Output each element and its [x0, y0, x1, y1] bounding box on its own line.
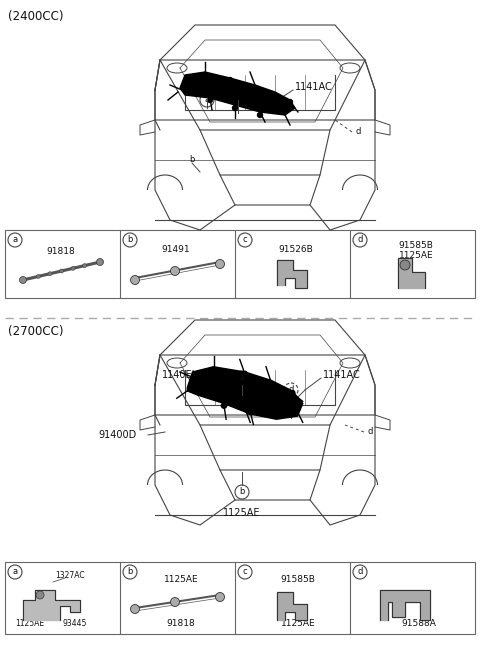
Circle shape — [400, 260, 410, 270]
Circle shape — [48, 272, 52, 275]
Polygon shape — [380, 590, 430, 620]
Text: 1125AE: 1125AE — [281, 619, 315, 629]
Text: b: b — [240, 487, 245, 496]
Circle shape — [20, 277, 26, 284]
Text: 1141AC: 1141AC — [323, 370, 361, 380]
Text: 1125AE: 1125AE — [164, 575, 198, 584]
Circle shape — [131, 605, 140, 614]
Polygon shape — [277, 260, 307, 288]
Text: a: a — [12, 235, 18, 244]
Text: b: b — [127, 568, 132, 577]
Text: a: a — [240, 373, 245, 382]
Circle shape — [257, 113, 263, 117]
Text: 91585B: 91585B — [281, 575, 315, 584]
Text: 1125AE: 1125AE — [223, 508, 261, 518]
Circle shape — [170, 266, 180, 275]
Text: c: c — [241, 95, 246, 104]
Circle shape — [288, 100, 292, 104]
Circle shape — [216, 259, 225, 268]
Circle shape — [207, 97, 213, 102]
Circle shape — [228, 78, 232, 82]
Text: (2400CC): (2400CC) — [8, 10, 63, 23]
Circle shape — [36, 274, 40, 279]
Text: a: a — [204, 95, 210, 104]
Text: 1141AC: 1141AC — [295, 82, 333, 92]
Circle shape — [131, 275, 140, 284]
Polygon shape — [398, 258, 425, 288]
Text: d: d — [357, 568, 363, 577]
Bar — [5, 562, 475, 634]
Text: 1125AE: 1125AE — [15, 619, 45, 629]
Text: c: c — [243, 568, 247, 577]
Circle shape — [60, 269, 63, 273]
Circle shape — [269, 382, 274, 388]
Text: d: d — [357, 235, 363, 244]
Circle shape — [232, 106, 238, 111]
Circle shape — [221, 403, 227, 408]
Text: 91585B: 91585B — [398, 242, 433, 251]
Text: 91818: 91818 — [47, 248, 75, 257]
Circle shape — [36, 591, 44, 599]
Circle shape — [289, 390, 295, 396]
Text: 91588A: 91588A — [402, 619, 436, 629]
Circle shape — [190, 378, 195, 383]
Polygon shape — [277, 592, 307, 620]
Text: 1327AC: 1327AC — [55, 572, 85, 581]
Bar — [5, 230, 475, 298]
Text: b: b — [189, 156, 195, 165]
Text: (2700CC): (2700CC) — [8, 325, 63, 338]
Text: d: d — [288, 386, 294, 395]
Circle shape — [182, 82, 188, 87]
Circle shape — [216, 592, 225, 601]
Text: a: a — [12, 568, 18, 577]
Text: c: c — [243, 235, 247, 244]
Text: 91526B: 91526B — [278, 246, 313, 255]
Text: 1125AE: 1125AE — [399, 251, 433, 260]
Text: d: d — [367, 428, 372, 437]
Circle shape — [203, 73, 207, 78]
Polygon shape — [180, 72, 295, 115]
Circle shape — [295, 406, 300, 411]
Circle shape — [242, 371, 248, 376]
Circle shape — [96, 259, 104, 266]
Polygon shape — [23, 590, 80, 620]
Circle shape — [71, 266, 75, 270]
Text: 91400D: 91400D — [98, 430, 136, 440]
Polygon shape — [187, 367, 303, 419]
Text: d: d — [355, 128, 360, 137]
Text: 91818: 91818 — [167, 619, 195, 629]
Text: b: b — [127, 235, 132, 244]
Text: 1140EJ: 1140EJ — [161, 370, 195, 380]
Polygon shape — [224, 385, 266, 409]
Circle shape — [170, 597, 180, 607]
Circle shape — [273, 93, 277, 97]
Circle shape — [252, 86, 257, 91]
Circle shape — [248, 410, 253, 415]
Text: 93445: 93445 — [63, 619, 87, 629]
Circle shape — [83, 264, 86, 268]
Circle shape — [211, 367, 216, 373]
Text: 91491: 91491 — [162, 246, 190, 255]
